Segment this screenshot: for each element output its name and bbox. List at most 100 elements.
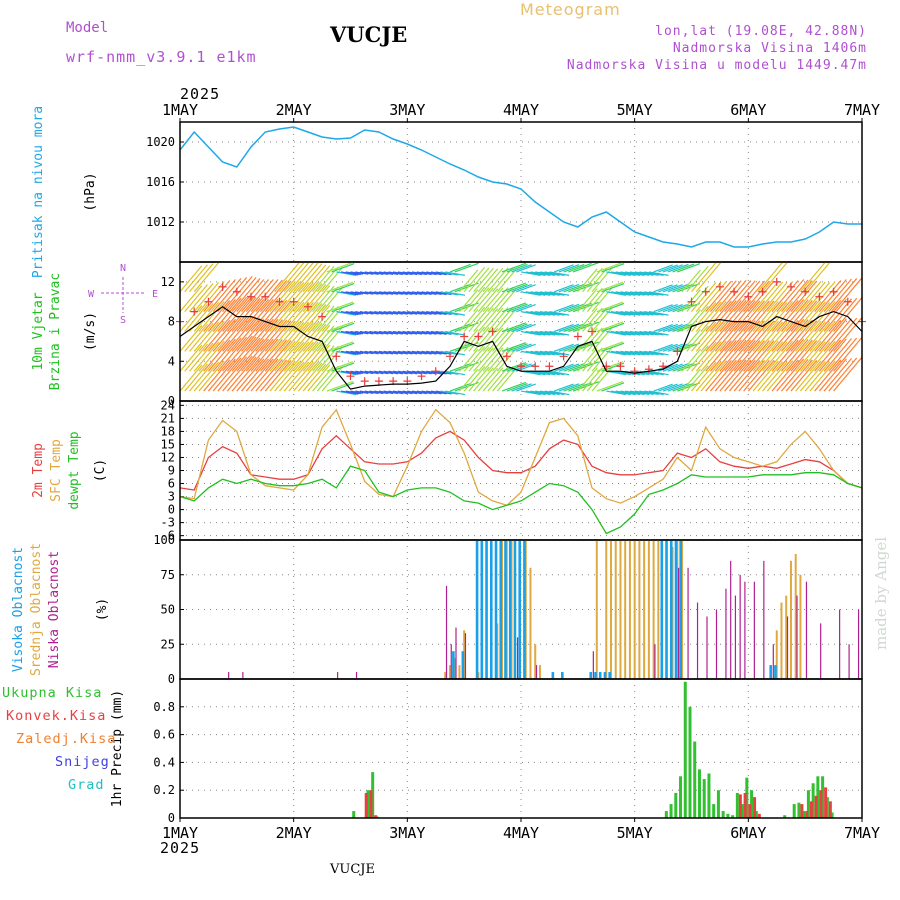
day-label-top: 5MAY: [617, 101, 653, 119]
wind-barb: [203, 359, 231, 392]
cloud-bar-low: [677, 567, 680, 679]
wind-barb: [388, 271, 403, 276]
cloud-bar-low: [725, 588, 727, 679]
day-label-top: 4MAY: [503, 101, 539, 119]
wind-barb: [307, 285, 331, 313]
gust-marker: [275, 297, 284, 306]
wind-barb: [340, 370, 359, 375]
wind-barb: [615, 291, 636, 296]
wind-barb: [804, 302, 831, 332]
cloud-bar-high: [674, 540, 678, 679]
wind-barb: [463, 266, 486, 293]
cloud-bar-high: [660, 540, 664, 679]
wind-barb: [549, 390, 570, 396]
wind-barb: [426, 311, 442, 315]
wind-barb: [681, 368, 701, 392]
precip-bar-total: [821, 776, 825, 818]
wind-barb: [728, 339, 756, 372]
wind-barb: [260, 319, 288, 352]
gust-marker: [247, 292, 256, 301]
wind-barb: [705, 320, 732, 352]
wind-barb: [355, 291, 369, 295]
wind-ylabel-text: 10m Vjetar: [31, 292, 46, 370]
wind-barb: [345, 330, 361, 335]
cloud-bar-mid: [775, 630, 778, 679]
wind-barb: [709, 300, 737, 332]
wind-barb: [709, 339, 737, 372]
wind-barb: [369, 291, 384, 295]
gust-marker: [445, 352, 454, 361]
wind-barb: [473, 287, 494, 313]
wind-barb: [610, 311, 631, 316]
wind-barb: [672, 283, 695, 293]
wind-barb: [766, 340, 794, 372]
gust-marker: [318, 312, 327, 321]
wind-barb: [799, 281, 826, 313]
wind-barb: [648, 350, 669, 356]
wind-barb: [539, 291, 560, 296]
wind-barb: [255, 359, 283, 392]
precip-bar-convective: [743, 792, 747, 818]
precip-bar-convective: [757, 813, 761, 818]
cloud-bar-high: [504, 540, 507, 679]
temp-line-dewpt: [179, 465, 863, 535]
wind-barb: [520, 311, 541, 316]
wind-barb: [667, 383, 689, 392]
y-tick-label: 50: [161, 603, 175, 617]
cloud-bar-mid: [633, 540, 636, 679]
wind-barb: [733, 320, 761, 352]
wind-barb: [823, 298, 852, 332]
precip-bar-total: [702, 779, 706, 818]
wind-barb: [350, 330, 364, 335]
wind-barb: [435, 350, 452, 355]
cloud-bar-high: [461, 651, 465, 679]
wind-barb: [672, 323, 695, 333]
wind-barb: [288, 361, 314, 392]
wind-barb: [691, 321, 717, 352]
wind-barb: [359, 271, 374, 275]
day-label-top: 1MAY: [162, 101, 198, 119]
wind-barb: [653, 264, 673, 273]
wind-barb: [705, 280, 732, 313]
wind-barb: [601, 322, 625, 333]
year-label-top: 2025: [180, 85, 220, 103]
wind-barb: [743, 360, 770, 392]
wind-barb: [781, 319, 809, 352]
wind-barb: [672, 362, 695, 372]
wind-barb: [278, 282, 305, 313]
wind-barb: [762, 321, 788, 352]
wind-barb: [245, 338, 274, 372]
wind-barb: [686, 345, 709, 372]
wind-barb: [610, 291, 631, 296]
day-label-top: 7MAY: [844, 101, 880, 119]
y-tick-label: -6: [161, 529, 175, 543]
wind-barb: [677, 362, 701, 372]
wind-barb: [207, 298, 236, 332]
wind-barb: [397, 271, 413, 276]
wind-barb: [274, 321, 301, 352]
wind-barb: [440, 291, 459, 296]
gust-marker: [332, 352, 341, 361]
wind-barb: [539, 350, 560, 356]
wind-barb: [378, 390, 394, 395]
gust-marker: [374, 377, 383, 386]
wind-barb: [449, 263, 471, 273]
cloud-bar-low: [820, 623, 822, 679]
wind-barb: [293, 282, 319, 313]
gust-marker: [303, 302, 312, 311]
wind-barb: [355, 330, 369, 335]
precip-bar-total: [783, 815, 787, 818]
wind-barb: [473, 367, 494, 392]
wind-barb: [691, 262, 717, 293]
wind-barb: [440, 350, 459, 356]
wind-barb: [245, 358, 274, 392]
wind-barb: [184, 363, 208, 392]
wind-barb: [468, 287, 490, 313]
wind-barb: [393, 330, 408, 335]
cloud-bar-low: [355, 672, 358, 679]
footer-station: VUCJE: [330, 862, 375, 877]
wind-barb: [752, 320, 779, 352]
wind-barb: [714, 300, 742, 332]
wind-barb: [245, 298, 274, 332]
wind-barb: [535, 350, 556, 356]
